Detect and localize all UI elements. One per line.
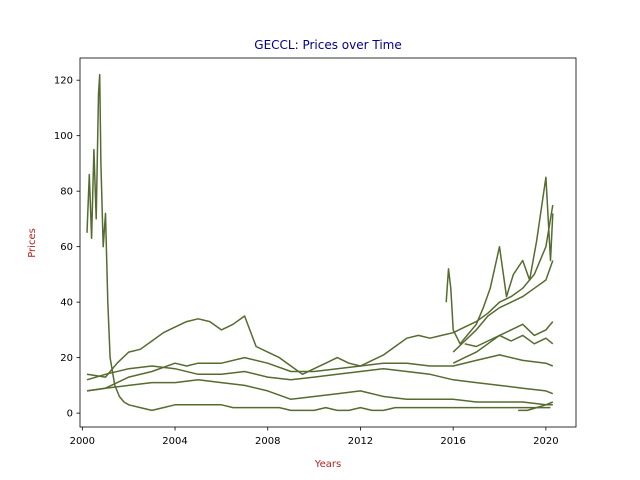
chart-title: GECCL: Prices over Time xyxy=(254,38,401,52)
y-axis: 0 20 40 60 80 100 120 xyxy=(54,76,80,420)
series-line-9 xyxy=(464,334,554,348)
x-tick-label: 2016 xyxy=(440,436,465,447)
y-tick-label: 20 xyxy=(60,353,73,364)
series-line-4 xyxy=(86,365,554,395)
plot-area xyxy=(79,57,577,428)
x-axis-label: Years xyxy=(314,459,341,470)
y-axis-label: Prices xyxy=(27,228,38,258)
y-tick-label: 60 xyxy=(60,242,73,253)
series-line-5 xyxy=(86,379,553,406)
series-line-8 xyxy=(452,321,554,364)
y-tick-label: 100 xyxy=(54,131,73,142)
y-tick-label: 120 xyxy=(54,76,73,87)
series-line-2 xyxy=(86,204,554,378)
x-tick-label: 2000 xyxy=(70,436,95,447)
y-tick-label: 80 xyxy=(60,187,73,198)
x-tick-label: 2008 xyxy=(255,436,280,447)
x-tick-label: 2012 xyxy=(348,436,373,447)
y-tick-label: 0 xyxy=(67,409,73,420)
series-line-7 xyxy=(452,260,554,353)
plot-frame xyxy=(79,57,577,428)
x-tick-label: 2020 xyxy=(533,436,558,447)
x-tick-label: 2004 xyxy=(162,436,187,447)
series-line-10 xyxy=(518,401,554,412)
y-tick-label: 40 xyxy=(60,298,73,309)
series-line-1 xyxy=(86,73,551,412)
x-axis: 2000 2004 2008 2012 2016 2020 xyxy=(70,427,559,447)
series-line-3 xyxy=(86,354,554,392)
series-line-6 xyxy=(445,176,554,345)
